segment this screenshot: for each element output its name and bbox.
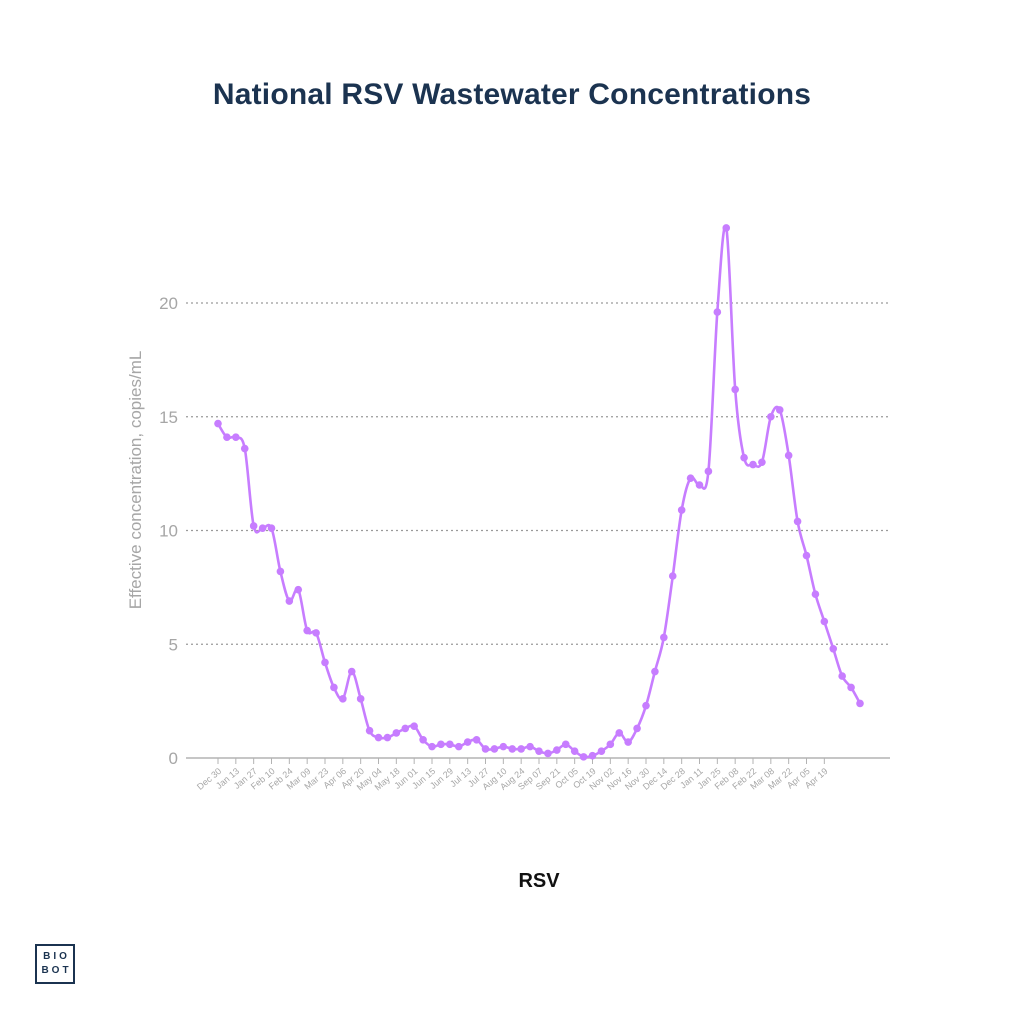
data-point xyxy=(419,736,427,744)
data-point xyxy=(454,742,463,751)
data-point xyxy=(579,753,588,761)
data-point xyxy=(829,645,838,653)
data-point xyxy=(294,585,303,594)
data-point xyxy=(446,740,454,749)
data-point xyxy=(410,722,418,730)
series-rsv xyxy=(214,224,864,761)
data-point xyxy=(722,224,731,232)
biobot-logo: BIO BOT xyxy=(35,944,75,984)
data-point xyxy=(472,736,481,744)
data-point xyxy=(677,506,686,514)
data-point xyxy=(437,740,445,749)
data-point xyxy=(303,626,311,635)
data-point xyxy=(526,742,534,751)
data-point xyxy=(508,745,517,753)
data-point xyxy=(713,308,722,316)
data-point xyxy=(490,745,499,753)
y-axis-ticks: 0 5 10 15 20 xyxy=(159,294,178,768)
data-point xyxy=(561,740,570,749)
data-point xyxy=(695,481,704,489)
data-point xyxy=(232,433,240,442)
data-point xyxy=(802,551,811,560)
data-point xyxy=(223,433,231,442)
y-tick-label: 0 xyxy=(169,749,178,768)
data-point xyxy=(668,572,677,580)
series-line-rsv xyxy=(216,224,862,759)
data-point xyxy=(339,695,347,703)
data-point xyxy=(267,524,276,533)
data-point xyxy=(312,629,320,637)
data-point xyxy=(285,597,294,605)
data-point xyxy=(767,412,775,421)
data-point xyxy=(321,658,329,667)
data-point xyxy=(365,726,374,735)
data-point xyxy=(240,444,249,453)
data-point xyxy=(856,699,864,708)
data-point xyxy=(651,667,659,676)
data-point xyxy=(392,729,401,737)
data-point xyxy=(544,749,552,758)
data-point xyxy=(347,667,356,676)
data-point xyxy=(249,522,258,530)
data-point xyxy=(588,751,597,760)
data-point xyxy=(606,740,615,749)
data-point xyxy=(686,474,695,482)
data-point xyxy=(374,733,383,742)
y-tick-label: 15 xyxy=(159,408,178,427)
data-point xyxy=(597,747,606,755)
data-point xyxy=(481,745,490,753)
y-axis-label: Effective concentration, copies/mL xyxy=(126,351,145,610)
data-point xyxy=(784,451,793,460)
data-point xyxy=(749,460,757,469)
data-point xyxy=(356,695,365,703)
data-point xyxy=(704,467,713,476)
data-point xyxy=(820,617,829,626)
chart-title: National RSV Wastewater Concentrations xyxy=(212,78,812,111)
data-point xyxy=(838,672,846,680)
data-point xyxy=(660,633,668,642)
data-point xyxy=(463,738,472,746)
y-tick-label: 10 xyxy=(159,522,178,541)
data-point xyxy=(214,419,222,428)
data-point xyxy=(731,385,739,394)
data-point xyxy=(570,747,579,755)
data-point xyxy=(775,406,784,414)
data-point xyxy=(793,517,802,526)
logo-line-2: BOT xyxy=(41,965,72,976)
data-point xyxy=(517,745,525,753)
y-tick-label: 20 xyxy=(159,294,178,313)
data-point xyxy=(276,567,285,576)
data-point xyxy=(535,747,543,755)
data-point xyxy=(847,683,855,692)
data-point xyxy=(258,524,267,533)
data-point xyxy=(740,453,748,462)
data-point xyxy=(633,724,641,733)
data-point xyxy=(383,733,392,742)
data-point xyxy=(758,458,766,467)
data-point xyxy=(428,742,436,751)
y-tick-label: 5 xyxy=(169,635,178,654)
data-point xyxy=(624,738,632,746)
data-point xyxy=(642,701,650,710)
data-point xyxy=(811,590,820,598)
data-point xyxy=(330,683,338,692)
data-point xyxy=(401,724,410,733)
data-point xyxy=(553,746,561,754)
legend-label: RSV xyxy=(518,870,560,892)
data-point xyxy=(499,742,508,751)
logo-line-1: BIO xyxy=(43,951,70,962)
data-point xyxy=(615,729,624,737)
grid-lines xyxy=(186,302,890,759)
